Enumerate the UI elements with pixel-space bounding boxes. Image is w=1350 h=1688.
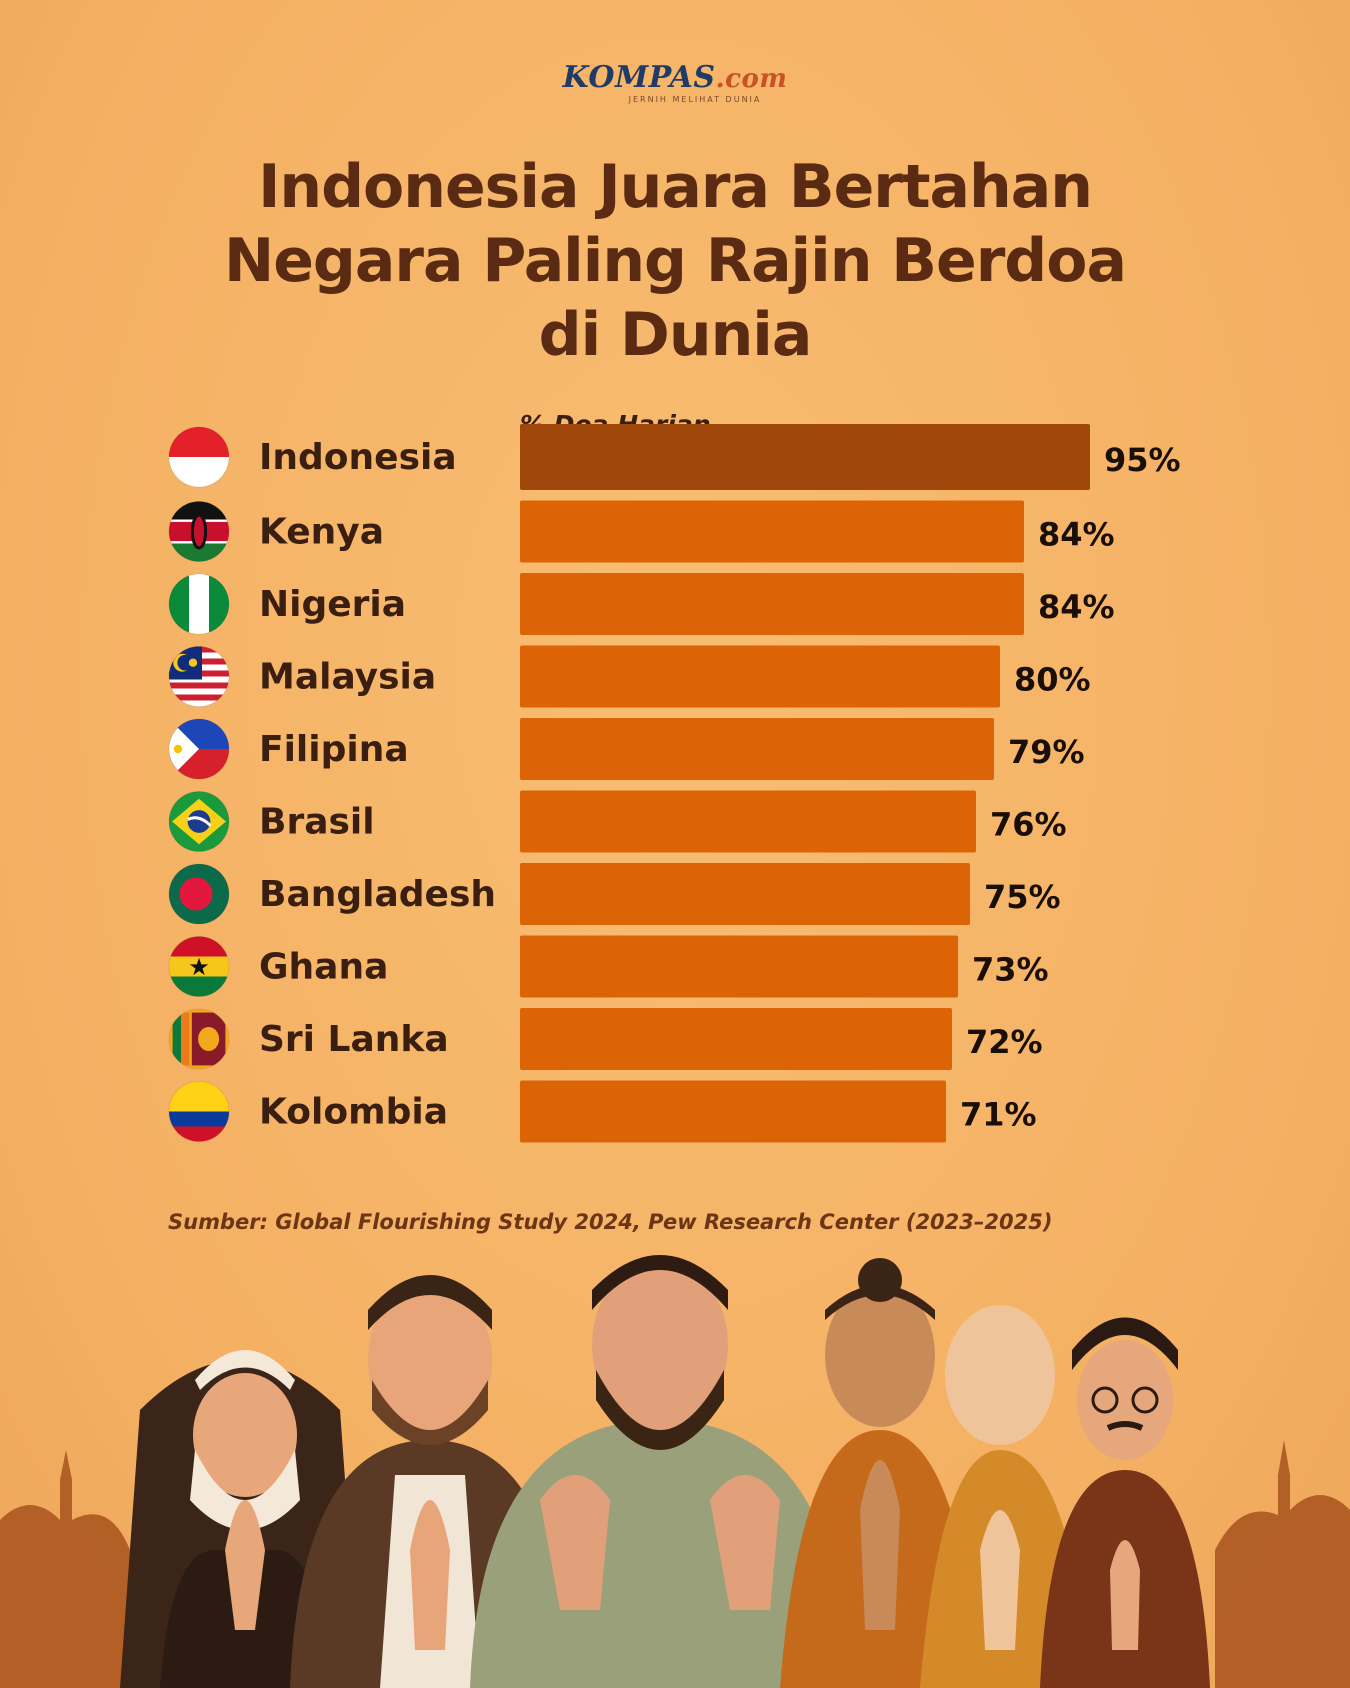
logo-name: KOMPAS xyxy=(562,60,716,95)
flag-kenya-icon xyxy=(168,501,230,562)
country-label: Nigeria xyxy=(259,584,406,625)
value-label: 84% xyxy=(1038,516,1115,554)
value-label: 80% xyxy=(1014,661,1091,699)
bar xyxy=(520,500,1024,563)
flag-ghana-icon: ★ xyxy=(168,936,230,997)
country-label: Malaysia xyxy=(259,657,436,698)
country-label: Kenya xyxy=(259,512,384,553)
flag-bangladesh-icon xyxy=(168,863,230,925)
logo-suffix: .com xyxy=(715,64,788,94)
value-label: 76% xyxy=(990,806,1067,844)
value-label: 75% xyxy=(984,878,1061,916)
country-label: Kolombia xyxy=(259,1092,448,1133)
logo-wordmark: KOMPAS.com xyxy=(0,60,1350,95)
flag-colombia-icon xyxy=(168,1081,230,1142)
country-label: Sri Lanka xyxy=(259,1019,449,1060)
value-label: 71% xyxy=(960,1096,1037,1134)
flag-sri-lanka-icon xyxy=(168,1008,230,1070)
praying-people-illustration xyxy=(0,1255,1350,1688)
bar xyxy=(520,1080,946,1143)
flag-brazil-icon xyxy=(168,791,230,852)
kompas-logo[interactable]: KOMPAS.com JERNIH MELIHAT DUNIA xyxy=(0,60,1350,104)
value-label: 79% xyxy=(1008,733,1085,771)
source-note: Sumber: Global Flourishing Study 2024, P… xyxy=(168,1210,1053,1234)
title-line-1: Indonesia Juara Bertahan xyxy=(258,152,1093,222)
bar xyxy=(520,863,970,925)
bar xyxy=(520,935,958,998)
country-label: Indonesia xyxy=(259,437,457,478)
flag-nigeria-icon xyxy=(168,573,230,635)
svg-text:★: ★ xyxy=(188,953,210,981)
bar xyxy=(520,718,994,780)
country-label: Ghana xyxy=(259,947,388,988)
value-label: 95% xyxy=(1104,441,1181,479)
title-line-3: di Dunia xyxy=(538,300,813,370)
country-label: Brasil xyxy=(259,802,375,843)
bar xyxy=(520,1008,952,1070)
flag-indonesia-icon xyxy=(168,426,230,488)
title-line-2: Negara Paling Rajin Berdoa xyxy=(224,226,1127,296)
country-label: Bangladesh xyxy=(259,874,496,915)
flag-philippines-icon xyxy=(168,718,230,780)
country-label: Filipina xyxy=(259,729,409,770)
bar xyxy=(520,645,1000,708)
bar xyxy=(520,424,1090,490)
value-label: 73% xyxy=(972,951,1049,989)
logo-tagline: JERNIH MELIHAT DUNIA xyxy=(628,95,762,104)
bar xyxy=(520,790,976,853)
value-label: 84% xyxy=(1038,588,1115,626)
value-label: 72% xyxy=(966,1023,1043,1061)
flag-malaysia-icon xyxy=(168,646,230,707)
bar xyxy=(520,573,1024,635)
page-title: Indonesia Juara Bertahan Negara Paling R… xyxy=(0,150,1350,372)
